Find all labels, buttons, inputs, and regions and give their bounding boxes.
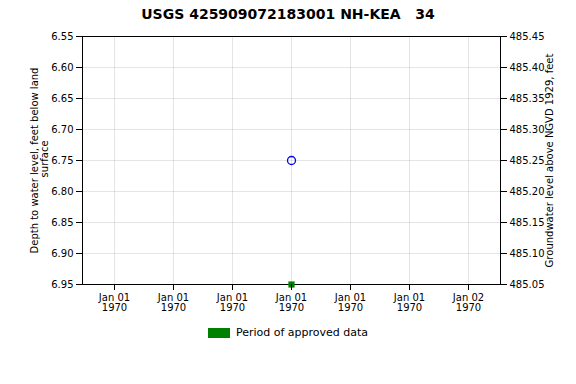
svg-text:6.70: 6.70 xyxy=(51,124,73,135)
svg-text:6.95: 6.95 xyxy=(51,279,73,290)
svg-text:485.20: 485.20 xyxy=(510,186,545,197)
svg-text:485.05: 485.05 xyxy=(510,279,545,290)
svg-text:485.40: 485.40 xyxy=(510,62,545,73)
svg-text:Jan 011970: Jan 011970 xyxy=(334,292,366,313)
svg-text:Jan 011970: Jan 011970 xyxy=(98,292,130,313)
svg-text:6.90: 6.90 xyxy=(51,248,73,259)
svg-text:485.10: 485.10 xyxy=(510,248,545,259)
svg-text:Depth to water level, feet bel: Depth to water level, feet below land su… xyxy=(29,68,50,254)
html-text:USGS 425909072183001 NH-KEA 34: USGS 425909072183001 NH-KEA 34 xyxy=(141,6,435,22)
svg-text:485.25: 485.25 xyxy=(510,155,545,166)
svg-text:6.85: 6.85 xyxy=(51,217,73,228)
svg-text:485.15: 485.15 xyxy=(510,217,545,228)
svg-text:6.75: 6.75 xyxy=(51,155,73,166)
svg-text:6.55: 6.55 xyxy=(51,31,73,42)
svg-text:6.60: 6.60 xyxy=(51,62,73,73)
svg-text:485.35: 485.35 xyxy=(510,93,545,104)
svg-text:485.45: 485.45 xyxy=(510,31,545,42)
svg-text:485.30: 485.30 xyxy=(510,124,545,135)
svg-text:Jan 011970: Jan 011970 xyxy=(157,292,189,313)
svg-text:Groundwater level above NGVD 1: Groundwater level above NGVD 1929, feet xyxy=(544,54,555,268)
svg-text:Jan 021970: Jan 021970 xyxy=(452,292,484,313)
svg-text:Jan 011970: Jan 011970 xyxy=(393,292,425,313)
html-text:Period of approved data: Period of approved data xyxy=(235,326,369,339)
svg-text:Jan 011970: Jan 011970 xyxy=(216,292,248,313)
svg-text:Jan 011970: Jan 011970 xyxy=(275,292,307,313)
svg-text:6.65: 6.65 xyxy=(51,93,73,104)
svg-text:6.80: 6.80 xyxy=(51,186,73,197)
